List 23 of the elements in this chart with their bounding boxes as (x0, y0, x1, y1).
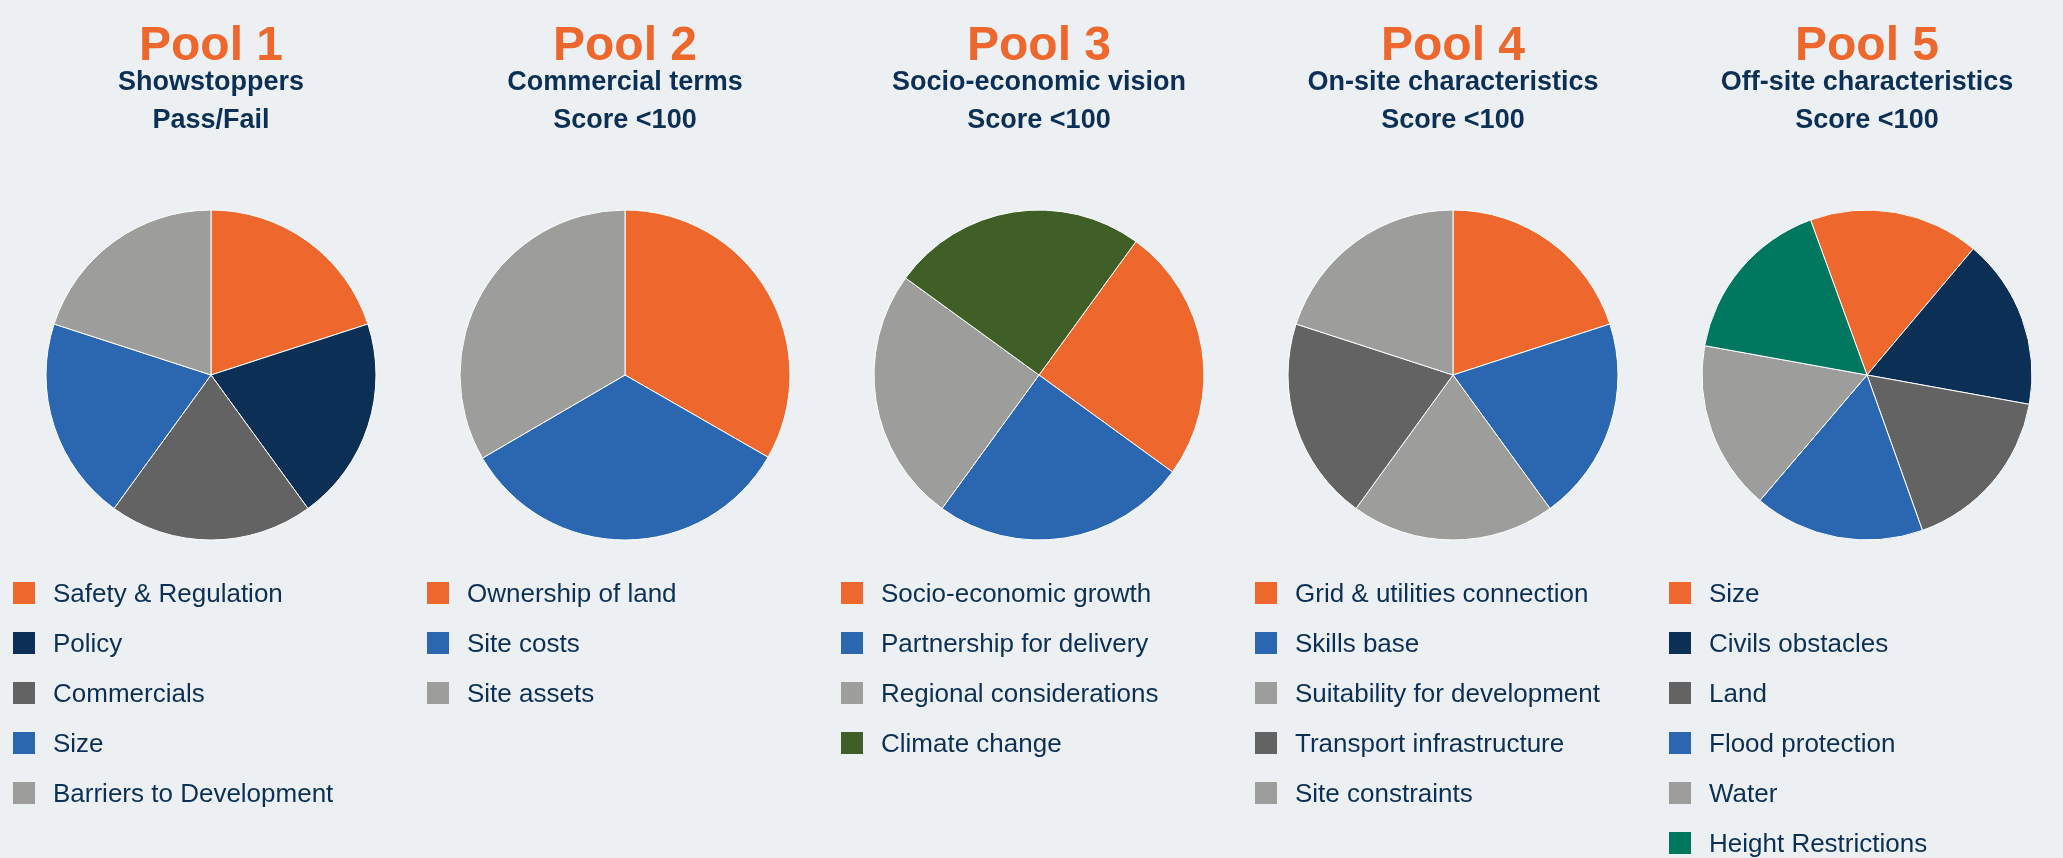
legend-label: Site costs (467, 628, 580, 658)
legend-label: Regional considerations (881, 678, 1159, 708)
legend-label: Civils obstacles (1709, 628, 1889, 658)
legend-label: Partnership for delivery (881, 628, 1149, 658)
legend-label: Safety & Regulation (53, 578, 283, 608)
legend-label: Grid & utilities connection (1295, 578, 1589, 608)
legend-label: Land (1709, 678, 1767, 708)
legend-label: Water (1709, 778, 1778, 808)
legend-label: Policy (53, 628, 123, 658)
legend-label: Climate change (881, 728, 1062, 758)
legend-label: Transport infrastructure (1295, 728, 1565, 758)
legend-label: Skills base (1295, 628, 1420, 658)
legend-label: Height Restrictions (1709, 828, 1928, 858)
legend-label: Size (53, 728, 104, 758)
legend-label: Suitability for development (1295, 678, 1601, 708)
legend-label: Barriers to Development (53, 778, 335, 808)
legend-label: Flood protection (1709, 728, 1896, 758)
legend-label: Ownership of land (467, 578, 677, 608)
legend-label: Site constraints (1295, 778, 1473, 808)
legend-label: Size (1709, 578, 1760, 608)
legend-label: Socio-economic growth (881, 578, 1152, 608)
legend-label: Site assets (467, 678, 595, 708)
legend-label: Commercials (53, 678, 205, 708)
